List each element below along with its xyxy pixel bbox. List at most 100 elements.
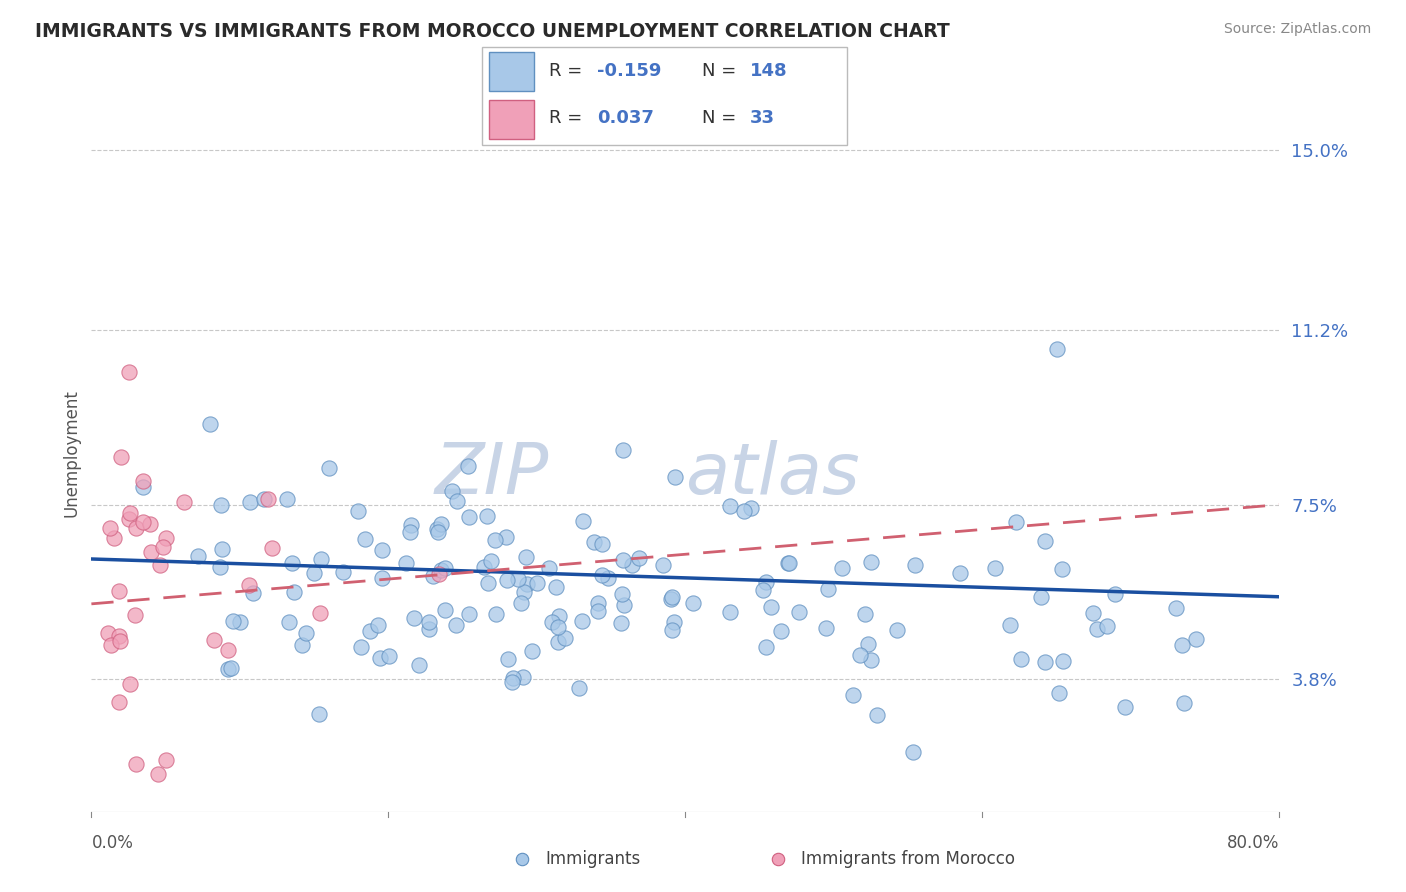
Point [659,591,682,606]
Point [430,563,453,577]
Point [1033,655,1056,669]
Point [277,615,299,629]
Point [859,652,882,666]
Text: Immigrants from Morocco: Immigrants from Morocco [801,849,1015,868]
Point [124,608,146,623]
Point [200,417,222,432]
Point [108,629,131,643]
Point [353,532,375,546]
Text: N =: N = [702,110,741,128]
Point [155,531,177,545]
Text: N =: N = [702,62,741,80]
Point [359,624,381,638]
Point [886,624,908,638]
Point [308,706,330,721]
Point [903,745,925,759]
Point [291,638,314,652]
Point [1095,619,1118,633]
Point [309,606,332,620]
Point [520,644,543,658]
Point [399,518,422,533]
Point [506,572,529,586]
Point [103,531,125,545]
Point [211,542,233,557]
Point [98,520,121,534]
Point [718,499,741,513]
Point [222,615,245,629]
Point [586,604,609,618]
Point [1047,686,1070,700]
Point [173,495,195,509]
Point [318,461,340,475]
Point [682,596,704,610]
Point [628,551,651,566]
Text: -0.159: -0.159 [598,62,662,80]
Text: ZIP: ZIP [434,440,548,508]
Point [485,607,508,622]
Point [395,556,418,570]
Point [759,600,782,615]
Text: R =: R = [548,62,588,80]
Point [766,851,789,865]
Point [238,578,260,592]
Point [778,556,800,570]
Point [512,851,534,865]
Point [350,640,373,654]
Point [132,474,155,488]
Point [131,515,153,529]
Point [441,484,464,499]
Text: atlas: atlas [685,440,860,508]
Point [239,495,262,509]
Point [475,509,498,524]
FancyBboxPatch shape [489,100,534,139]
Point [501,675,523,690]
Point [718,605,741,619]
Point [209,499,232,513]
Point [378,648,401,663]
Point [399,525,422,540]
Point [858,636,880,650]
Point [118,506,141,520]
Point [831,560,853,574]
Point [108,633,131,648]
Point [125,521,148,535]
Point [1114,700,1136,714]
Y-axis label: Unemployment: Unemployment [62,389,80,516]
Point [229,615,252,630]
Point [538,560,561,574]
Point [1085,622,1108,636]
Point [457,458,479,473]
Point [280,556,302,570]
Point [498,652,520,666]
Point [546,580,568,594]
Point [598,571,620,585]
Point [1029,590,1052,604]
Point [100,638,122,652]
Point [984,561,1007,575]
Point [295,625,318,640]
Point [591,568,613,582]
Point [613,598,636,612]
Point [427,524,450,539]
Point [817,582,839,597]
Point [219,661,242,675]
Point [474,560,496,574]
Point [664,615,686,629]
Point [346,504,368,518]
Point [418,615,440,630]
Point [571,614,593,628]
Point [242,586,264,600]
Point [848,648,870,662]
Point [152,541,174,555]
Point [591,537,613,551]
Point [368,651,391,665]
Point [1033,534,1056,549]
Point [402,611,425,625]
Point [457,510,479,524]
Point [479,554,502,568]
Point [262,541,284,555]
Point [422,569,444,583]
Point [202,632,225,647]
Text: Immigrants: Immigrants [546,849,641,868]
Point [949,566,972,580]
